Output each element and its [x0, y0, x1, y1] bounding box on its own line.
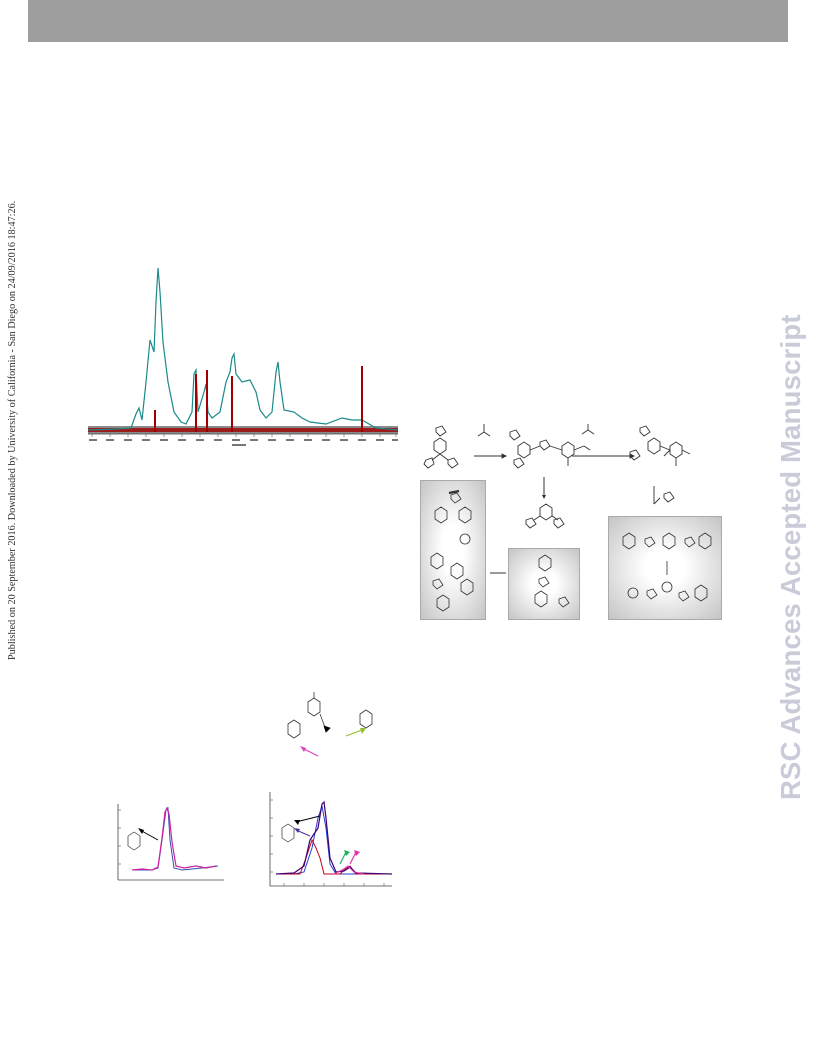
scheme-panel-right	[608, 516, 722, 620]
green-arrow	[345, 729, 363, 737]
scheme-top-row	[423, 424, 691, 469]
br-trace-pink	[333, 865, 365, 875]
scheme-middle-structure	[525, 503, 565, 529]
scheme-equilibrium-dash	[490, 572, 506, 574]
spectrum-tick-label-marks	[89, 439, 398, 446]
bottom-left-plot	[117, 804, 224, 881]
header-bar	[28, 0, 788, 42]
watermark-text: RSC Advances Accepted Manuscript	[775, 314, 806, 800]
download-notice-text: Published on 20 September 2016. Download…	[7, 200, 18, 660]
scheme-reagent-right	[653, 486, 675, 505]
bl-data-trace	[131, 806, 217, 871]
spectrum-trace-teal	[87, 267, 399, 431]
br-pink-arrow	[349, 851, 357, 865]
spectrum-baseline-noise	[88, 426, 398, 434]
spectrum-x-ticks	[91, 434, 397, 437]
scheme-panel-center	[508, 548, 580, 620]
scheme-structure-1	[433, 437, 447, 455]
br-trace-blue	[276, 805, 392, 875]
br-trace-purple	[275, 800, 393, 875]
reaction-scheme-figure	[418, 420, 728, 625]
scheme-down-arrow	[542, 477, 546, 499]
br-green-arrow	[339, 851, 347, 865]
scheme-panel-left	[420, 480, 486, 620]
spectrum-trace-red-peaks	[154, 366, 363, 432]
structures-with-arrows-figure	[287, 692, 373, 757]
nmr-spectrum-figure	[87, 267, 399, 446]
br-trace-red	[276, 838, 392, 875]
bottom-right-plot	[269, 792, 393, 887]
